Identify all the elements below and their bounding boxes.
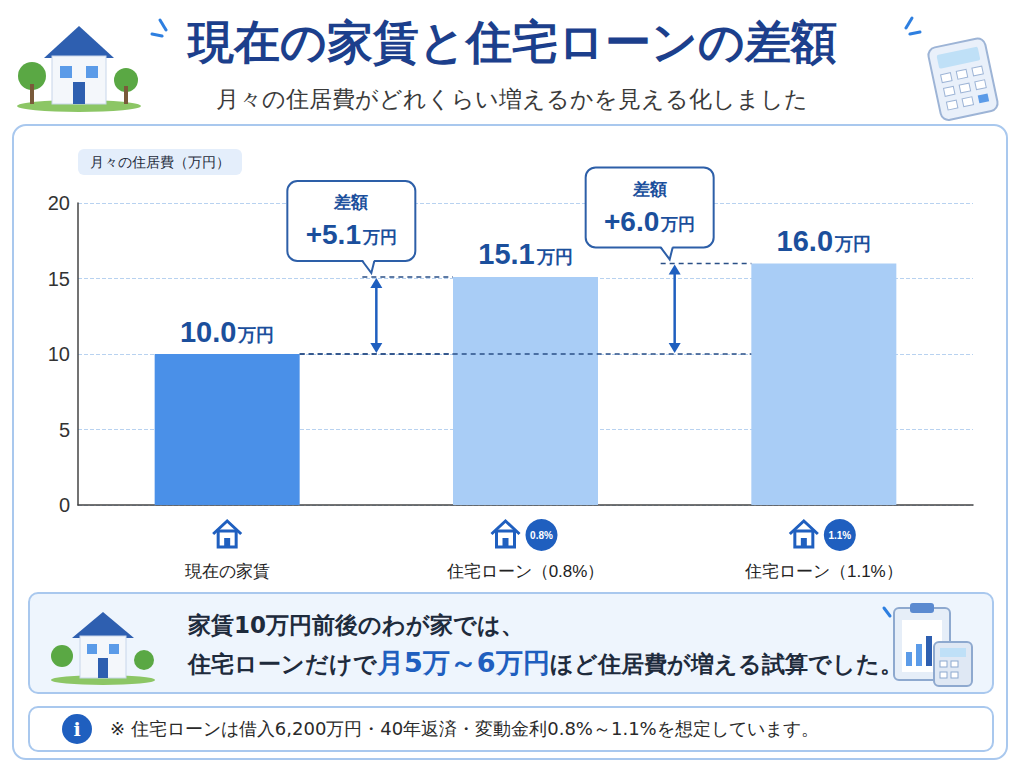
svg-text:万円: 万円 [536, 247, 573, 267]
svg-text:万円: 万円 [362, 228, 397, 247]
svg-text:差額: 差額 [333, 193, 368, 212]
svg-text:0.8%: 0.8% [530, 530, 553, 541]
svg-text:万円: 万円 [834, 234, 871, 254]
html-text:家賃10万円前後のわが家では、: 家賃10万円前後のわが家では、 [188, 612, 524, 638]
svg-text:月々の住居費（万円）: 月々の住居費（万円） [90, 154, 230, 170]
html-text:※ 住宅ローンは借入6,200万円・40年返済・変動金利0.: ※ 住宅ローンは借入6,200万円・40年返済・変動金利0.8%～1.1%を想定… [110, 718, 819, 739]
svg-text:+5.1: +5.1 [306, 219, 361, 250]
svg-text:+6.0: +6.0 [604, 206, 659, 237]
html-text:月々の住居費がどれくらい増えるかを見える化しました: 月々の住居費がどれくらい増えるかを見える化しました [216, 86, 808, 112]
svg-text:万円: 万円 [237, 325, 274, 345]
html-text:i: i [73, 718, 81, 740]
svg-text:10: 10 [48, 343, 70, 365]
svg-text:20: 20 [48, 192, 70, 214]
html-text:住宅ローンだけで月5万～6万円ほど住居費が増える試算でした。: 住宅ローンだけで月5万～6万円ほど住居費が増える試算でした。 [188, 647, 903, 678]
svg-text:現在の家賃: 現在の家賃 [185, 562, 270, 581]
svg-text:16.0: 16.0 [777, 225, 833, 257]
svg-text:住宅ローン（1.1%）: 住宅ローン（1.1%） [744, 562, 903, 581]
svg-text:住宅ローン（0.8%）: 住宅ローン（0.8%） [446, 562, 605, 581]
svg-text:10.0: 10.0 [180, 316, 236, 348]
svg-text:15: 15 [48, 268, 70, 290]
svg-text:差額: 差額 [632, 180, 667, 199]
html-text:現在の家賃と住宅ローンの差額: 現在の家賃と住宅ローンの差額 [187, 15, 837, 69]
svg-text:1.1%: 1.1% [828, 530, 851, 541]
svg-text:5: 5 [59, 419, 70, 441]
svg-text:万円: 万円 [660, 215, 695, 234]
svg-text:0: 0 [59, 494, 70, 516]
svg-text:15.1: 15.1 [478, 238, 534, 270]
